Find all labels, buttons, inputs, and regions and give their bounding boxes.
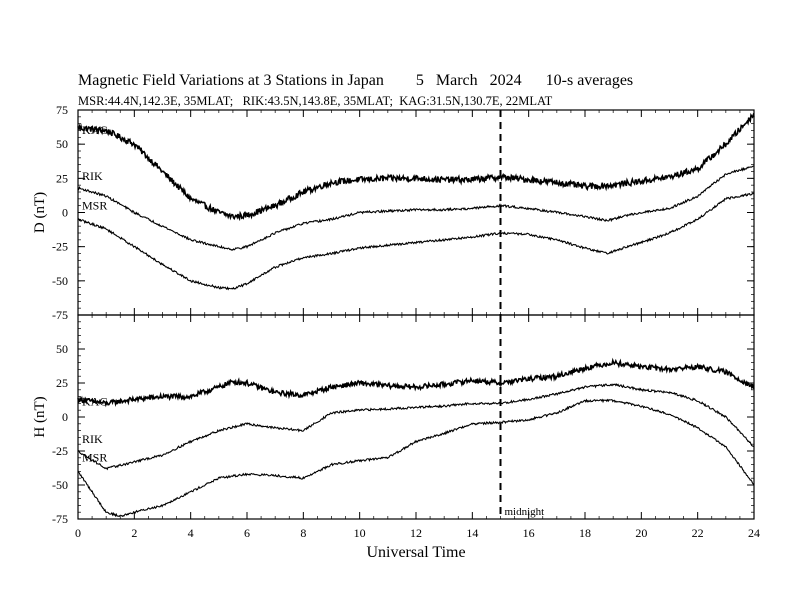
y-axis-label: H (nT)	[32, 396, 48, 437]
x-tick-label: 14	[466, 526, 478, 540]
y-tick-label: 25	[56, 171, 68, 185]
y-axis-label: D (nT)	[32, 192, 48, 233]
x-tick-label: 12	[410, 526, 422, 540]
y-tick-label: -25	[52, 240, 68, 254]
y-tick-label: -75	[52, 512, 68, 526]
y-tick-label: 50	[56, 137, 68, 151]
midnight-annotation: midnight	[505, 506, 545, 518]
y-tick-label: 0	[62, 410, 68, 424]
y-tick-label: 0	[62, 206, 68, 220]
series-line-msr	[77, 398, 755, 518]
series-line-rik	[77, 383, 755, 471]
plot-frame	[77, 314, 755, 520]
y-tick-label: -25	[52, 444, 68, 458]
y-tick-label: 25	[56, 376, 68, 390]
series-line-msr	[77, 192, 755, 291]
chart-subtitle: MSR:44.4N,142.3E, 35MLAT; RIK:43.5N,143.…	[78, 94, 553, 108]
x-tick-label: 20	[635, 526, 647, 540]
y-tick-label: -50	[52, 274, 68, 288]
x-tick-label: 4	[188, 526, 194, 540]
series-label-msr: MSR	[82, 450, 107, 464]
series-line-kag	[77, 357, 755, 408]
x-tick-label: 10	[354, 526, 366, 540]
y-tick-label: 75	[56, 103, 68, 117]
y-tick-label: -75	[52, 308, 68, 322]
x-axis-label: Universal Time	[366, 544, 465, 561]
x-tick-label: 24	[748, 526, 760, 540]
series-line-rik	[77, 165, 755, 251]
x-tick-label: 16	[523, 526, 535, 540]
y-tick-label: -50	[52, 478, 68, 492]
x-tick-label: 22	[692, 526, 704, 540]
x-tick-label: 0	[75, 526, 81, 540]
x-tick-label: 8	[300, 526, 306, 540]
series-label-msr: MSR	[82, 198, 107, 212]
series-label-rik: RIK	[82, 432, 103, 446]
chart-title: Magnetic Field Variations at 3 Stations …	[78, 72, 634, 89]
series-label-kag: KAG	[82, 123, 108, 137]
plot-frame	[77, 109, 755, 316]
series-label-kag: KAG	[82, 394, 108, 408]
x-tick-label: 2	[131, 526, 137, 540]
series-label-rik: RIK	[82, 169, 103, 183]
series-line-kag	[77, 112, 755, 222]
panel-top: -75 -50 -25 0 25 50 75 D (nT) KAG RIK MSR	[32, 103, 755, 322]
y-tick-label: 50	[56, 342, 68, 356]
x-tick-label: 18	[579, 526, 591, 540]
x-tick-label: 6	[244, 526, 250, 540]
